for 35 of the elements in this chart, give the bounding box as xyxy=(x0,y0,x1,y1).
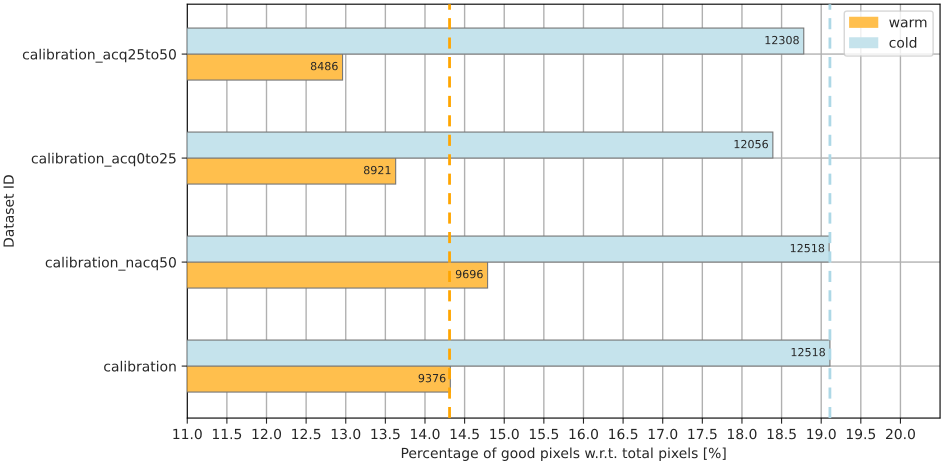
x-tick-label: 14.0 xyxy=(411,428,440,440)
y-tick-label: calibration_acq0to25 xyxy=(32,152,176,167)
x-tick-label: 16.5 xyxy=(609,428,638,440)
annotation: 9376 xyxy=(418,374,446,382)
annotation: 12518 xyxy=(792,348,825,356)
annotation: 12518 xyxy=(790,244,824,252)
y-tick-label: calibration_nacq50 xyxy=(46,256,176,271)
y-tick-label: calibration_acq25to50 xyxy=(22,48,176,63)
x-tick-label: 16.0 xyxy=(570,428,598,440)
legend-label: warm xyxy=(889,19,926,28)
annotation: 8486 xyxy=(310,62,338,70)
x-tick-label: 11.5 xyxy=(212,428,242,440)
x-tick-label: 13.0 xyxy=(332,428,360,440)
y-tick-label: calibration xyxy=(104,360,176,372)
legend-label: cold xyxy=(889,37,916,48)
x-tick-label: 19.5 xyxy=(846,428,876,440)
x-tick-label: 17.5 xyxy=(688,428,717,440)
annotation: 9696 xyxy=(456,270,483,278)
x-tick-label: 15.0 xyxy=(490,428,519,440)
x-tick-label: 12.5 xyxy=(292,428,320,440)
x-axis-title: Percentage of good pixels w.r.t. total pixels [%] xyxy=(402,448,726,461)
x-tick-label: 18.0 xyxy=(728,428,756,440)
x-tick-label: 17.0 xyxy=(648,428,678,440)
x-tick-label: 12.0 xyxy=(252,428,282,440)
x-tick-label: 15.5 xyxy=(530,428,558,440)
x-tick-label: 19.0 xyxy=(807,428,836,440)
x-tick-label: 13.5 xyxy=(371,428,400,440)
annotation: 12308 xyxy=(765,36,799,44)
annotation: 8921 xyxy=(364,166,390,174)
x-tick-label: 14.5 xyxy=(450,428,479,440)
y-axis-title: Dataset ID xyxy=(4,175,14,247)
x-tick-label: 11.0 xyxy=(173,428,202,440)
annotation: 12056 xyxy=(734,140,768,148)
x-tick-label: 18.5 xyxy=(768,428,796,440)
x-tick-label: 20.0 xyxy=(886,428,915,440)
